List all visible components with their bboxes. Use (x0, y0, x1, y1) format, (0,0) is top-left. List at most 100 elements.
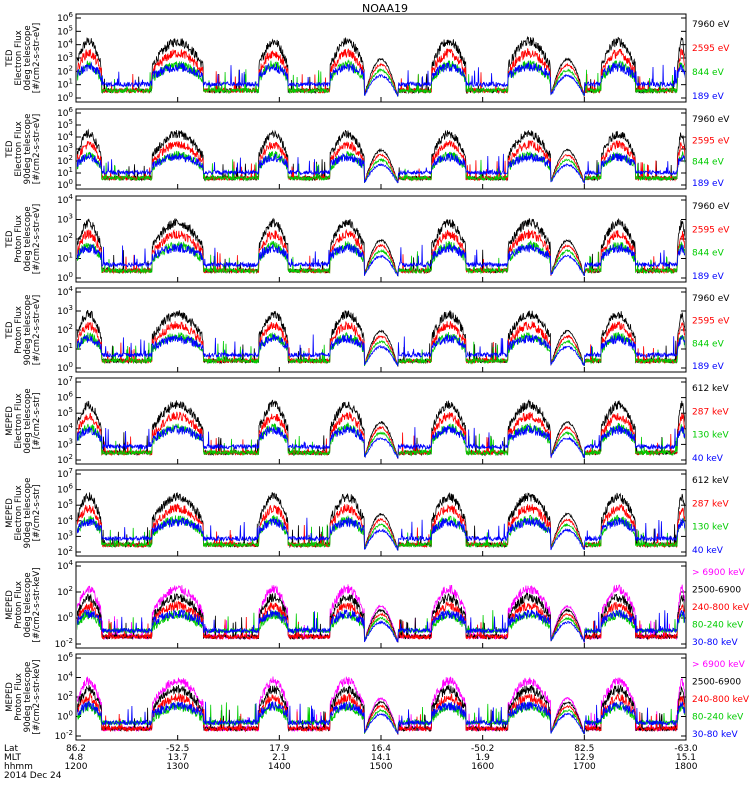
y-tick-label: 102 (57, 64, 73, 77)
y-tick-label: 103 (57, 437, 73, 450)
series-group (77, 217, 685, 278)
x-tick-label: 86.2 (66, 744, 86, 754)
y-tick-label: 106 (57, 11, 73, 24)
series-group (77, 35, 685, 98)
y-tick-label: 101 (57, 166, 73, 179)
y-axis-label: [#/cm2-s-str] (32, 485, 42, 542)
legend-item: 287 keV (692, 407, 729, 417)
y-axis-label: Electron Flux (14, 30, 24, 85)
x-tick-label: 82.5 (574, 744, 594, 754)
panel-7: 104 102 100 10-2 MEPED Proton Flux 0deg telesc… (5, 559, 750, 650)
y-tick-label: 105 (57, 498, 73, 511)
legend-item: 130 keV (692, 431, 729, 441)
legend-item: 612 keV (692, 384, 729, 394)
legend-item: 844 eV (692, 339, 725, 349)
legend-item: 40 keV (692, 546, 724, 556)
y-axis-label: Electron Flux (14, 485, 24, 540)
y-axis-label: 0deg telescope (23, 388, 33, 453)
y-axis-label: 0deg telescope (23, 206, 33, 271)
y-tick-label: 101 (57, 252, 73, 265)
y-tick-label: 103 (57, 213, 73, 226)
y-axis-label: Electron Flux (14, 121, 24, 176)
y-tick-label: 104 (57, 193, 73, 206)
series-line (77, 516, 685, 551)
series-group (77, 128, 685, 185)
legend-item: 80-240 keV (692, 621, 744, 631)
y-tick-label: 100 (57, 361, 73, 374)
legend-item: 240-800 keV (692, 603, 750, 613)
y-tick-label: 102 (57, 545, 73, 558)
y-axis-label: [#/cm2-s-str-eV] (32, 204, 42, 274)
y-axis-label: [#/cm2-s-str-keV] (32, 568, 42, 643)
x-tick-label: -63.0 (674, 744, 698, 754)
y-axis-label: MEPED (5, 498, 15, 528)
y-tick-label: 104 (57, 671, 73, 684)
x-tick-label: 1300 (166, 762, 189, 772)
y-axis-label: 90deg telescope (23, 295, 33, 366)
panel-5: 107 106 105 104 103 102 MEPED Electron Flux 0deg… (5, 375, 729, 466)
y-tick-label: 102 (57, 232, 73, 245)
x-tick-label: -50.2 (471, 744, 494, 754)
x-tick-label: 1.9 (476, 753, 491, 763)
series-group (77, 492, 685, 551)
y-tick-label: 104 (57, 559, 73, 572)
x-tick-label: -52.5 (166, 744, 189, 754)
x-tick-label: 1600 (471, 762, 494, 772)
y-axis-label: 0deg telescope (23, 572, 33, 637)
y-axis-label: Proton Flux (14, 215, 24, 263)
y-axis-label: [#/cm2-s-str-eV] (32, 23, 42, 93)
legend-item: 7960 eV (692, 202, 730, 212)
y-axis-label: TED (5, 49, 15, 68)
legend-item: 30-80 keV (692, 730, 738, 740)
y-axis-label: TED (5, 230, 15, 249)
series-line (77, 333, 685, 367)
y-tick-label: 102 (57, 323, 73, 336)
y-tick-label: 107 (57, 467, 73, 480)
x-tick-label: 1800 (675, 762, 698, 772)
legend-item: 189 eV (692, 272, 725, 282)
legend-item: > 6900 keV (692, 660, 746, 670)
y-tick-label: 103 (57, 142, 73, 155)
legend-item: 7960 eV (692, 115, 730, 125)
y-axis-label: TED (5, 140, 15, 159)
y-axis-label: 90deg telescope (23, 662, 33, 733)
y-axis-label: Proton Flux (14, 673, 24, 721)
y-axis-label: [#/cm2-s-str-eV] (32, 114, 42, 184)
series-group (77, 309, 685, 367)
series-line (77, 692, 685, 735)
legend-item: 2595 eV (692, 44, 730, 54)
y-tick-label: 101 (57, 342, 73, 355)
figure-title: NOAA19 (362, 2, 408, 15)
y-axis-label: 0deg telescope (23, 25, 33, 90)
y-tick-label: 106 (57, 651, 73, 664)
legend-item: 30-80 keV (692, 638, 738, 648)
panel-4: 104 103 102 101 100 TED Proton Flux 90deg teles… (5, 285, 730, 374)
legend-item: 80-240 keV (692, 713, 744, 723)
y-tick-label: 102 (57, 690, 73, 703)
series-line (77, 609, 685, 643)
legend-item: 2595 eV (692, 317, 730, 327)
y-tick-label: 102 (57, 154, 73, 167)
y-axis-label: [#/cm2-s-str-eV] (32, 295, 42, 365)
y-tick-label: 104 (57, 285, 73, 298)
y-tick-label: 100 (57, 178, 73, 191)
y-tick-label: 104 (57, 130, 73, 143)
x-date-label: 2014 Dec 24 (4, 771, 62, 781)
y-tick-label: 10-2 (55, 729, 73, 742)
series-line (77, 152, 685, 185)
y-tick-label: 10-2 (55, 637, 73, 650)
y-tick-label: 103 (57, 51, 73, 64)
y-tick-label: 101 (57, 78, 73, 91)
y-axis-label: Proton Flux (14, 581, 24, 629)
series-group (77, 676, 685, 736)
legend-item: 612 keV (692, 476, 729, 486)
legend-item: 189 eV (692, 92, 725, 102)
y-tick-label: 103 (57, 304, 73, 317)
legend-item: 2595 eV (692, 136, 730, 146)
y-axis-label: Proton Flux (14, 306, 24, 354)
series-line (77, 424, 685, 460)
panel-3: 104 103 102 101 100 TED Proton Flux 0deg telesc… (5, 193, 730, 284)
